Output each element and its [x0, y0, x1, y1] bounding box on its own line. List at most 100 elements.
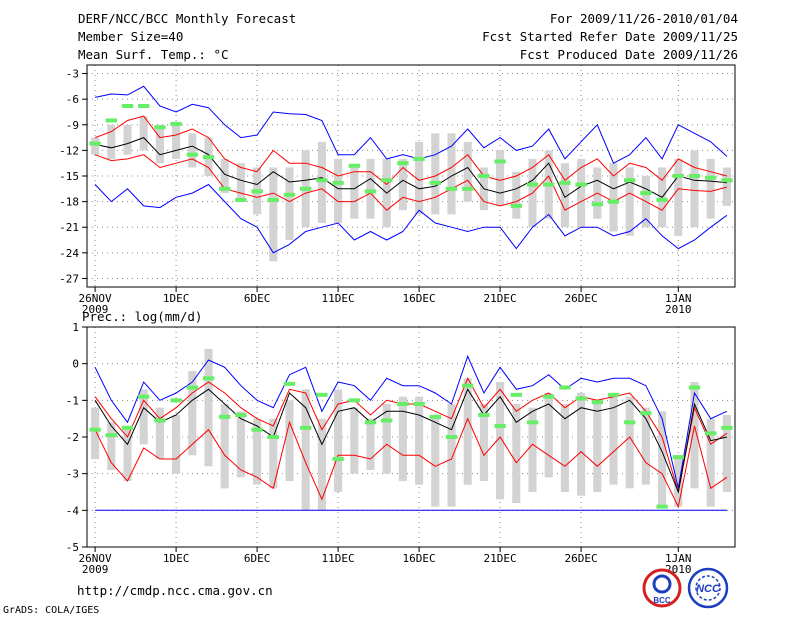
- ensemble-box: [172, 415, 181, 474]
- ensemble-box: [350, 407, 359, 474]
- ensemble-box: [155, 407, 164, 459]
- y-tick-label: -24: [59, 247, 79, 260]
- ensemble-box: [107, 124, 116, 159]
- observed-marker: [672, 174, 684, 178]
- observed-marker: [462, 186, 474, 191]
- ensemble-box: [253, 418, 262, 485]
- observed-marker: [251, 189, 263, 194]
- observed-marker: [219, 186, 231, 191]
- x-tick-label: 26NOV: [79, 292, 112, 305]
- ensemble-box: [690, 382, 699, 489]
- y-tick-label: -6: [66, 93, 79, 106]
- ensemble-box: [334, 389, 343, 492]
- logos: BCC NCC: [642, 567, 729, 609]
- ensemble-box: [577, 393, 586, 496]
- observed-marker: [591, 202, 603, 207]
- observed-marker: [607, 392, 620, 397]
- y-tick-label: -2: [66, 431, 79, 444]
- ensemble-box: [722, 167, 731, 206]
- observed-marker: [397, 161, 409, 166]
- x-tick-label: 6DEC: [244, 552, 271, 565]
- observed-marker: [251, 427, 263, 432]
- bcc-logo-text: BCC: [653, 596, 671, 605]
- observed-marker: [121, 425, 134, 430]
- x-tick-label: 1JAN: [665, 292, 692, 305]
- y-tick-label: -27: [59, 272, 79, 285]
- ensemble-box: [560, 163, 569, 228]
- observed-marker: [413, 402, 425, 406]
- observed-marker: [721, 178, 733, 183]
- observed-marker: [559, 180, 571, 185]
- series-line-upper: [94, 115, 728, 186]
- observed-marker: [283, 192, 296, 197]
- observed-marker: [219, 414, 231, 419]
- ensemble-box: [447, 133, 456, 215]
- observed-marker: [316, 392, 328, 397]
- ensemble-box: [415, 141, 424, 215]
- observed-marker: [721, 425, 733, 430]
- ensemble-box: [269, 418, 278, 489]
- observed-marker: [121, 103, 134, 108]
- observed-marker: [267, 435, 279, 439]
- ncc-logo: NCC: [687, 567, 729, 609]
- ensemble-box: [706, 158, 715, 219]
- y-tick-label: -1: [66, 394, 79, 407]
- ensemble-box: [560, 404, 569, 492]
- observed-marker: [705, 175, 717, 180]
- ensemble-box: [91, 137, 100, 155]
- ensemble-box: [155, 124, 164, 164]
- ensemble-box: [204, 349, 213, 467]
- ensemble-box: [139, 116, 148, 151]
- ensemble-box: [366, 158, 375, 219]
- series-line-lower: [94, 154, 728, 211]
- ensemble-box: [123, 124, 132, 155]
- observed-marker: [543, 182, 555, 187]
- chart-title: DERF/NCC/BCC Monthly Forecast: [78, 11, 297, 26]
- observed-marker: [429, 180, 441, 185]
- y-tick-label: -18: [59, 196, 79, 209]
- observed-marker: [154, 125, 166, 130]
- observed-marker: [640, 411, 652, 416]
- source-url[interactable]: http://cmdp.ncc.cma.gov.cn: [77, 583, 273, 598]
- precip-panel-label: Prec.: log(mm/d): [82, 309, 203, 324]
- x-tick-sublabel: 2009: [82, 563, 109, 576]
- observed-marker: [672, 455, 684, 460]
- observed-marker: [235, 413, 247, 417]
- y-tick-label: -21: [59, 221, 79, 234]
- ensemble-box: [285, 400, 294, 481]
- x-tick-label: 1JAN: [665, 552, 692, 565]
- observed-marker: [364, 189, 377, 194]
- ensemble-box: [463, 378, 472, 485]
- forecast-started-date: Fcst Started Refer Date 2009/11/25: [482, 29, 738, 44]
- series-line-upper: [94, 377, 728, 493]
- plot-frame: [86, 326, 736, 548]
- ensemble-box: [220, 404, 229, 489]
- x-tick-label: 16DEC: [403, 552, 436, 565]
- series-line-mean: [94, 137, 727, 199]
- y-tick-label: -15: [59, 170, 79, 183]
- y-tick-label: -4: [66, 504, 80, 517]
- ensemble-box: [706, 418, 715, 507]
- ensemble-box: [188, 133, 197, 168]
- observed-marker: [624, 178, 636, 183]
- observed-marker: [607, 199, 620, 204]
- plot-frame: [86, 64, 736, 288]
- ensemble-box: [512, 171, 521, 219]
- observed-marker: [381, 178, 393, 183]
- ensemble-box: [382, 404, 391, 474]
- x-tick-label: 21DEC: [484, 552, 517, 565]
- observed-marker: [624, 420, 636, 425]
- series-line-lower: [94, 417, 728, 509]
- observed-marker: [575, 396, 587, 401]
- forecast-produced-date: Fcst Produced Date 2009/11/26: [519, 47, 738, 62]
- ensemble-box: [431, 133, 440, 215]
- ensemble-box: [722, 415, 731, 492]
- ensemble-box: [496, 382, 505, 500]
- observed-marker: [348, 398, 360, 403]
- ensemble-box: [285, 167, 294, 241]
- x-tick-label: 26DEC: [565, 292, 598, 305]
- ensemble-box: [350, 167, 359, 219]
- forecast-period: For 2009/11/26-2010/01/04: [549, 11, 738, 26]
